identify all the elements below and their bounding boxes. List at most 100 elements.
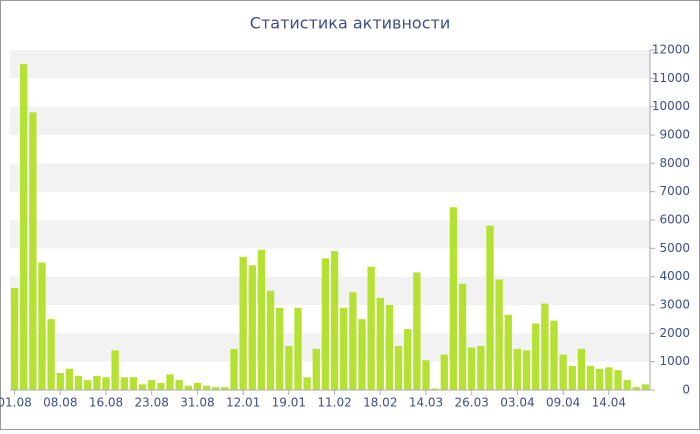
- bar: [358, 319, 366, 390]
- bar: [138, 384, 147, 390]
- x-tick-label: 18.02: [363, 396, 397, 410]
- y-tick-label: 9000: [659, 128, 690, 142]
- bar: [193, 382, 202, 390]
- x-tick-label: 09.04: [546, 396, 580, 410]
- bar: [522, 350, 531, 390]
- bar: [477, 346, 485, 390]
- bar: [166, 374, 174, 390]
- bar: [605, 367, 613, 390]
- bar: [294, 307, 302, 390]
- bar: [276, 307, 284, 390]
- x-tick-label: 26.03: [455, 396, 489, 410]
- grid-band: [10, 220, 650, 249]
- bar: [120, 377, 128, 390]
- bar: [541, 303, 549, 390]
- bar: [513, 348, 522, 390]
- bar: [504, 314, 512, 390]
- x-tick-label: 01.08: [0, 396, 32, 410]
- y-tick-label: 10000: [652, 99, 690, 113]
- x-tick-label: 11.02: [317, 396, 351, 410]
- bar: [230, 348, 238, 390]
- bar: [212, 387, 220, 390]
- bar: [586, 365, 595, 390]
- x-tick-label: 31.08: [180, 396, 214, 410]
- y-tick-label: 3000: [659, 298, 690, 312]
- y-tick-label: 2000: [659, 326, 690, 340]
- bar: [93, 375, 101, 390]
- bar: [422, 360, 430, 390]
- bar: [285, 346, 293, 390]
- bar: [129, 377, 138, 390]
- bar: [157, 382, 165, 390]
- bar: [303, 377, 311, 390]
- x-tick-label: 14.03: [409, 396, 443, 410]
- bar: [623, 380, 631, 390]
- bar: [486, 225, 494, 390]
- bar: [440, 354, 448, 390]
- grid-band: [10, 163, 650, 192]
- bar: [458, 283, 467, 390]
- bar: [641, 384, 650, 390]
- bar: [184, 385, 192, 390]
- y-tick-label: 6000: [659, 213, 690, 227]
- bar: [102, 377, 110, 390]
- bar: [550, 320, 558, 390]
- bar: [202, 385, 211, 390]
- chart-title: Статистика активности: [250, 14, 450, 33]
- bar: [266, 290, 275, 390]
- y-tick-label: 8000: [659, 156, 690, 170]
- bar: [431, 388, 439, 390]
- bar: [349, 292, 357, 390]
- x-tick-label: 08.08: [43, 396, 77, 410]
- grid-band: [10, 50, 650, 79]
- bar: [29, 112, 37, 390]
- y-tick-label: 4000: [659, 269, 690, 283]
- y-tick-label: 7000: [659, 184, 690, 198]
- bar: [413, 272, 421, 390]
- bar: [330, 251, 339, 390]
- x-tick-label: 12.01: [226, 396, 260, 410]
- bar: [568, 365, 576, 390]
- bar: [20, 64, 28, 391]
- bar: [56, 373, 64, 390]
- x-tick-label: 19.01: [272, 396, 306, 410]
- bar: [10, 288, 19, 390]
- bar: [367, 266, 375, 390]
- bar: [239, 256, 247, 390]
- bar: [449, 207, 458, 390]
- bar: [321, 258, 330, 390]
- x-tick-label: 14.04: [592, 396, 626, 410]
- bar: [394, 346, 403, 390]
- bar: [175, 380, 183, 390]
- bar: [221, 387, 229, 390]
- bar: [376, 297, 384, 390]
- bar: [404, 329, 412, 390]
- bar: [84, 380, 92, 390]
- bar: [248, 265, 256, 390]
- bar: [385, 305, 394, 390]
- bar: [559, 354, 567, 390]
- bar: [468, 347, 476, 390]
- bar: [577, 348, 586, 390]
- grid-band: [10, 276, 650, 305]
- bar: [47, 319, 55, 390]
- y-tick-label: 5000: [659, 241, 690, 255]
- bar: [257, 249, 266, 390]
- grid-band: [10, 106, 650, 135]
- bar: [532, 323, 540, 390]
- bar: [632, 387, 640, 390]
- bar: [74, 375, 83, 390]
- bar: [596, 368, 604, 390]
- bar: [340, 307, 348, 390]
- x-tick-label: 23.08: [135, 396, 169, 410]
- bar: [111, 350, 119, 390]
- x-tick-label: 16.08: [89, 396, 123, 410]
- bar: [148, 380, 156, 390]
- y-tick-label: 11000: [652, 71, 690, 85]
- bar: [38, 262, 46, 390]
- y-tick-label: 1000: [659, 354, 690, 368]
- bar: [495, 279, 503, 390]
- y-tick-label: 12000: [652, 43, 690, 57]
- y-tick-label: 0: [682, 383, 690, 397]
